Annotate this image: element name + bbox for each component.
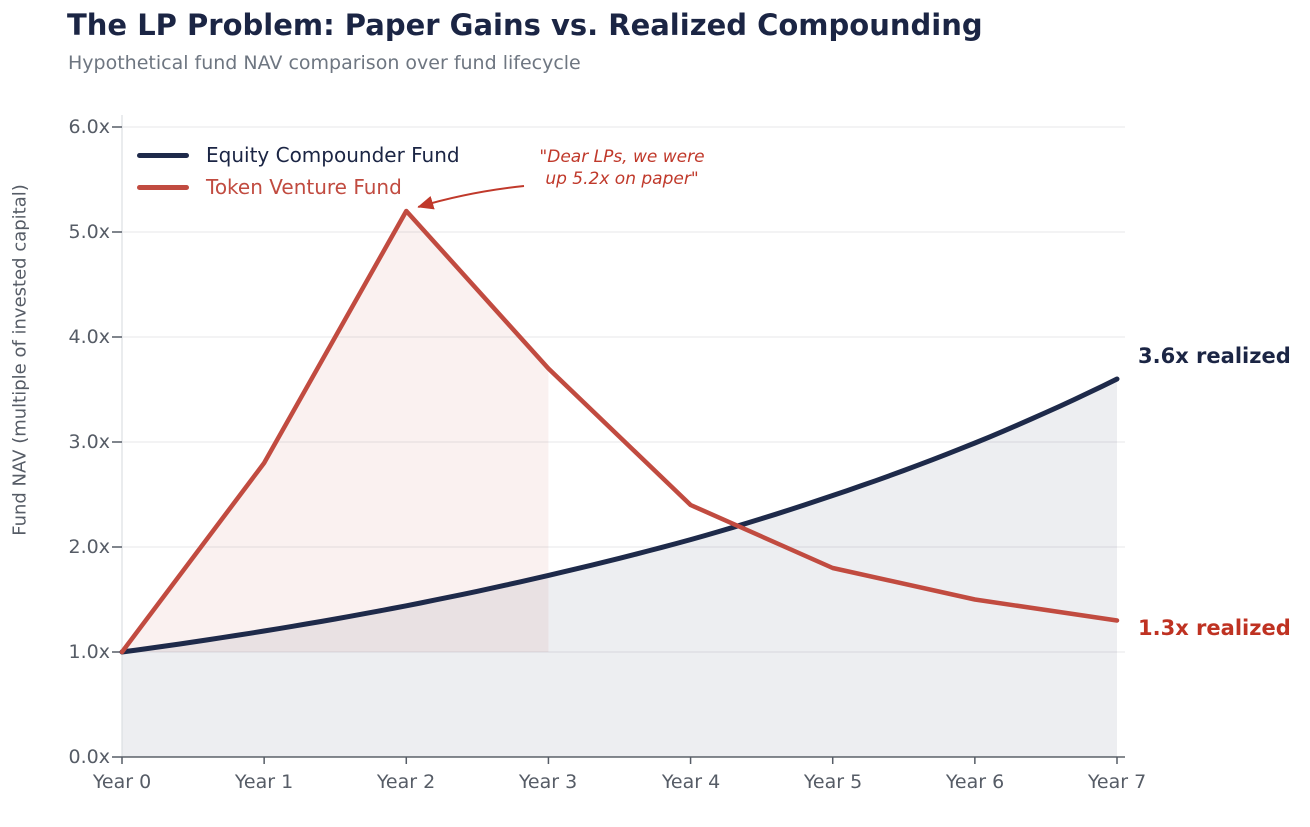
legend: Equity Compounder Fund Token Venture Fun…	[137, 139, 460, 203]
legend-label-token: Token Venture Fund	[206, 175, 402, 199]
legend-item-token: Token Venture Fund	[137, 171, 460, 203]
x-tick-label-year6: Year 6	[945, 771, 1005, 793]
x-tick-label-year2: Year 2	[376, 771, 436, 793]
y-tick-label-1x: 1.0x	[68, 641, 110, 663]
y-axis-title: Fund NAV (multiple of invested capital)	[9, 184, 31, 536]
annotation-line-1: "Dear LPs, we were	[539, 147, 705, 167]
y-tick-label-2x: 2.0x	[68, 536, 110, 558]
y-tick-label-3x: 3.0x	[68, 431, 110, 453]
y-tick-label-5x: 5.0x	[68, 221, 110, 243]
chart-subtitle: Hypothetical fund NAV comparison over fu…	[68, 52, 581, 74]
chart-title: The LP Problem: Paper Gains vs. Realized…	[67, 8, 983, 42]
equity-fund-line	[119, 376, 1120, 655]
y-tick-label-4x: 4.0x	[68, 326, 110, 348]
paper-gain-annotation: "Dear LPs, we were up 5.2x on paper"	[517, 147, 727, 191]
y-tick-label-0x: 0.0x	[68, 746, 110, 768]
token-area-fill	[122, 211, 549, 652]
annotation-line-2: up 5.2x on paper"	[545, 168, 699, 189]
equity-area-fill	[122, 379, 1117, 757]
x-tick-label-year3: Year 3	[518, 771, 578, 793]
legend-item-equity: Equity Compounder Fund	[137, 139, 460, 171]
x-tick-label-year4: Year 4	[661, 771, 721, 793]
y-tick-label-6x: 6.0x	[68, 116, 110, 138]
legend-label-equity: Equity Compounder Fund	[206, 143, 460, 167]
equity-line-swatch	[137, 152, 189, 158]
equity-realized-label: 3.6x realized	[1138, 344, 1291, 368]
token-line-swatch	[137, 184, 189, 190]
token-fund-line	[119, 208, 1120, 655]
x-tick-label-year5: Year 5	[803, 771, 863, 793]
token-realized-label: 1.3x realized	[1138, 616, 1291, 640]
annotation-arrow	[417, 185, 525, 210]
x-tick-label-year0: Year 0	[92, 771, 152, 793]
x-tick-label-year1: Year 1	[234, 771, 294, 793]
x-tick-label-year7: Year 7	[1087, 771, 1147, 793]
